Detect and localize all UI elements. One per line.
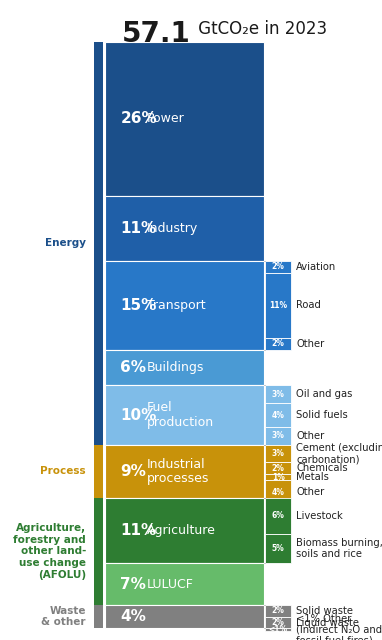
Text: Solid fuels: Solid fuels <box>296 410 348 420</box>
Text: <1%: <1% <box>269 625 288 634</box>
Bar <box>265 385 291 403</box>
Text: 6%: 6% <box>120 360 146 375</box>
Bar <box>94 445 103 498</box>
Text: 2%: 2% <box>272 618 285 627</box>
Text: 4%: 4% <box>120 609 146 624</box>
Text: 26%: 26% <box>120 111 157 126</box>
Text: Oil and gas: Oil and gas <box>296 389 353 399</box>
Text: 11%: 11% <box>269 301 287 310</box>
Bar <box>105 42 264 196</box>
Bar <box>105 605 264 628</box>
Text: 2%: 2% <box>272 339 285 348</box>
Bar <box>94 605 103 628</box>
Bar <box>94 498 103 605</box>
Text: Other: Other <box>296 487 324 497</box>
Bar <box>265 338 291 350</box>
Bar <box>265 273 291 338</box>
Text: Fuel
production: Fuel production <box>147 401 214 429</box>
Bar <box>94 42 103 445</box>
Bar <box>105 498 264 563</box>
Text: 9%: 9% <box>120 464 146 479</box>
Text: Cement (excluding
carbonation): Cement (excluding carbonation) <box>296 444 382 464</box>
Bar <box>265 480 291 504</box>
Text: Agriculture: Agriculture <box>147 524 216 537</box>
Text: Other: Other <box>296 431 324 441</box>
Text: 4%: 4% <box>272 488 285 497</box>
Bar <box>265 616 291 628</box>
Text: 5%: 5% <box>272 544 285 553</box>
Bar <box>265 403 291 427</box>
Text: Other: Other <box>296 339 324 349</box>
Text: Industry: Industry <box>147 222 198 235</box>
Bar <box>265 474 291 480</box>
Bar <box>265 463 291 474</box>
Text: Agriculture,
forestry and
other land-
use change
(AFOLU): Agriculture, forestry and other land- us… <box>13 524 86 580</box>
Text: 7%: 7% <box>120 577 146 591</box>
Bar <box>265 605 291 616</box>
Text: LULUCF: LULUCF <box>147 577 194 591</box>
Text: 3%: 3% <box>272 449 285 458</box>
Text: 11%: 11% <box>120 523 157 538</box>
Bar <box>105 445 264 498</box>
Text: 2%: 2% <box>272 464 285 473</box>
Bar <box>105 563 264 605</box>
Bar <box>105 261 264 350</box>
Text: Industrial
processes: Industrial processes <box>147 458 209 485</box>
Text: 4%: 4% <box>272 411 285 420</box>
Text: <1% Other
(Indirect N₂O and
fossil fuel fires): <1% Other (Indirect N₂O and fossil fuel … <box>296 614 382 640</box>
Text: Liquid waste: Liquid waste <box>296 618 359 628</box>
Bar <box>265 498 291 534</box>
Text: Energy: Energy <box>45 238 86 248</box>
Text: Transport: Transport <box>147 299 206 312</box>
Bar <box>105 350 264 385</box>
Bar <box>265 445 291 463</box>
Text: 6%: 6% <box>272 511 285 520</box>
Bar <box>105 385 264 445</box>
Text: Biomass burning,
soils and rice: Biomass burning, soils and rice <box>296 538 382 559</box>
Text: Metals: Metals <box>296 472 329 483</box>
Text: 3%: 3% <box>272 431 285 440</box>
Text: Road: Road <box>296 300 321 310</box>
Text: Livestock: Livestock <box>296 511 343 521</box>
Text: Solid waste: Solid waste <box>296 605 353 616</box>
Text: Power: Power <box>147 112 185 125</box>
Text: Buildings: Buildings <box>147 361 204 374</box>
Text: 15%: 15% <box>120 298 157 313</box>
Text: 2%: 2% <box>272 262 285 271</box>
Text: Waste
& other: Waste & other <box>42 606 86 627</box>
Bar <box>265 628 291 632</box>
Text: Aviation: Aviation <box>296 262 336 272</box>
Text: 57.1: 57.1 <box>122 20 191 49</box>
Text: 2%: 2% <box>272 606 285 615</box>
Text: 11%: 11% <box>120 221 157 236</box>
Text: 1%: 1% <box>272 473 285 482</box>
Text: Process: Process <box>40 467 86 476</box>
Bar <box>265 427 291 445</box>
Bar <box>265 534 291 563</box>
Text: 10%: 10% <box>120 408 157 422</box>
Text: 3%: 3% <box>272 390 285 399</box>
Text: GtCO₂e in 2023: GtCO₂e in 2023 <box>193 20 327 38</box>
Bar <box>265 261 291 273</box>
Bar <box>105 196 264 261</box>
Text: Chemicals: Chemicals <box>296 463 348 474</box>
